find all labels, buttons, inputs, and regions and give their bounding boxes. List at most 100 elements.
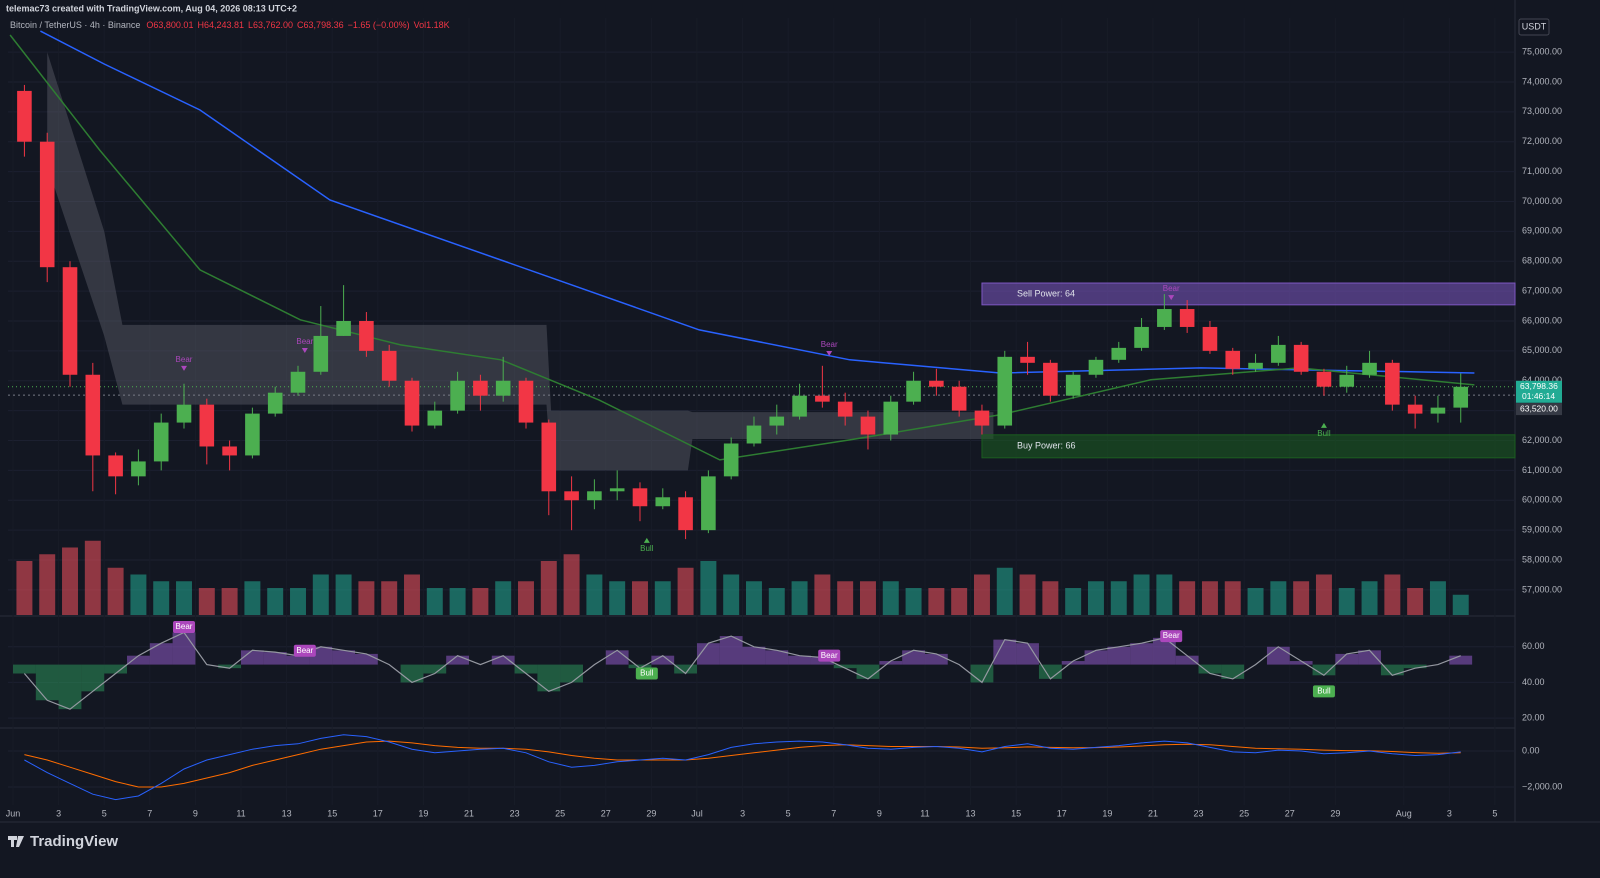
rsi-line [23, 631, 1461, 710]
brand-name: TradingView [30, 833, 118, 850]
countdown-label: 01:46:14 [1522, 391, 1555, 401]
high-value: H64,243.81 [197, 20, 244, 30]
y-tick-label: −2,000.00 [1522, 781, 1562, 791]
candle-body [951, 386, 967, 411]
x-tick-label: 25 [555, 808, 565, 818]
volume-bar [609, 581, 626, 615]
candle-body [290, 371, 306, 393]
rsi-fill [788, 655, 811, 665]
y-tick-label: 71,000.00 [1522, 166, 1562, 176]
last-price-label: 63,798.36 [1520, 381, 1558, 391]
rsi-fill [1449, 655, 1473, 665]
x-tick-label: 3 [740, 808, 745, 818]
candle-body [1385, 362, 1400, 405]
volume-bar [996, 567, 1013, 615]
rsi-fill [742, 646, 766, 665]
volume-bar [859, 581, 876, 615]
candle-body [1111, 347, 1127, 360]
rsi-fill [263, 652, 287, 665]
x-tick-label: 3 [56, 808, 61, 818]
candle-body [427, 410, 443, 426]
rsi-fill [1175, 655, 1199, 665]
candle-body [518, 380, 534, 423]
rsi-fill [1016, 643, 1039, 665]
x-tick-label: 21 [1148, 808, 1158, 818]
candle-body [974, 410, 990, 426]
x-tick-label: 29 [646, 808, 656, 818]
y-tick-label: 60.00 [1522, 641, 1545, 651]
rsi-signal-label: Bear [821, 651, 838, 660]
rsi-fill [651, 655, 675, 665]
y-tick-label: 62,000.00 [1522, 435, 1562, 445]
rsi-fill [149, 643, 173, 665]
rsi-fill [514, 664, 538, 674]
candle-body [473, 380, 488, 396]
rsi-fill [902, 650, 925, 665]
volume-bar [837, 581, 854, 615]
volume-bar [745, 581, 762, 615]
x-tick-label: 27 [601, 808, 611, 818]
candle-body [1134, 326, 1149, 348]
y-tick-label: 65,000.00 [1522, 345, 1562, 355]
y-tick-label: 57,000.00 [1522, 584, 1562, 594]
rsi-fill [765, 650, 789, 665]
candle-body [1339, 374, 1355, 387]
candle-body [723, 443, 739, 477]
x-tick-label: 9 [193, 808, 198, 818]
volume-bar [244, 581, 261, 615]
rsi-fill [1152, 637, 1176, 665]
candle-body [131, 461, 146, 477]
candle-body [1316, 371, 1332, 387]
volume-bar [1065, 588, 1082, 615]
volume-bar [518, 581, 534, 615]
candle-body [39, 141, 55, 268]
y-tick-label: 0.00 [1522, 745, 1540, 755]
x-tick-label: 11 [236, 808, 245, 818]
candle-body [245, 413, 260, 456]
volume-bar [198, 588, 215, 615]
y-tick-label: 67,000.00 [1522, 285, 1562, 295]
rsi-fill [13, 664, 36, 674]
rsi-fill [1312, 664, 1336, 676]
x-tick-label: 15 [1011, 808, 1021, 818]
volume-bar [1156, 574, 1173, 615]
volume-bar [723, 574, 740, 615]
candle-body [746, 425, 762, 444]
x-tick-label: 19 [1102, 808, 1112, 818]
candle-body [1248, 362, 1263, 369]
rsi-fill [1358, 650, 1381, 665]
volume-bar [1384, 574, 1401, 615]
volume-bar [176, 581, 192, 615]
y-tick-label: 75,000.00 [1522, 46, 1562, 56]
rsi-signal-box [293, 644, 316, 657]
reference-price-box [1516, 403, 1562, 416]
y-tick-label: 61,000.00 [1522, 465, 1562, 475]
candle-body [1430, 407, 1446, 414]
rsi-fill [104, 664, 128, 674]
signal-marker [181, 365, 188, 371]
volume-bar [267, 588, 284, 615]
candle-body [199, 404, 215, 447]
volume-bar [882, 581, 899, 615]
y-tick-label: 20.00 [1522, 712, 1545, 722]
x-tick-label: 15 [327, 808, 337, 818]
candle-body [336, 320, 351, 336]
signal-marker [1320, 422, 1327, 428]
candle-body [1453, 386, 1469, 408]
y-tick-label: 60,000.00 [1522, 495, 1562, 505]
currency-box[interactable] [1518, 18, 1550, 36]
volume-bar [951, 588, 968, 615]
rsi-fill [1289, 661, 1313, 665]
low-value: L63,762.00 [248, 20, 293, 30]
x-tick-label: 29 [1330, 808, 1340, 818]
volume-bar [84, 540, 101, 615]
candle-body [1293, 344, 1309, 372]
x-tick-label: Aug [1396, 808, 1412, 818]
zone-label: Buy Power: 66 [1017, 441, 1076, 451]
volume-bar [62, 547, 78, 615]
x-tick-label: 7 [147, 808, 152, 818]
signal-marker [826, 350, 833, 356]
moving-average [9, 34, 1475, 461]
y-tick-label: 69,000.00 [1522, 226, 1562, 236]
